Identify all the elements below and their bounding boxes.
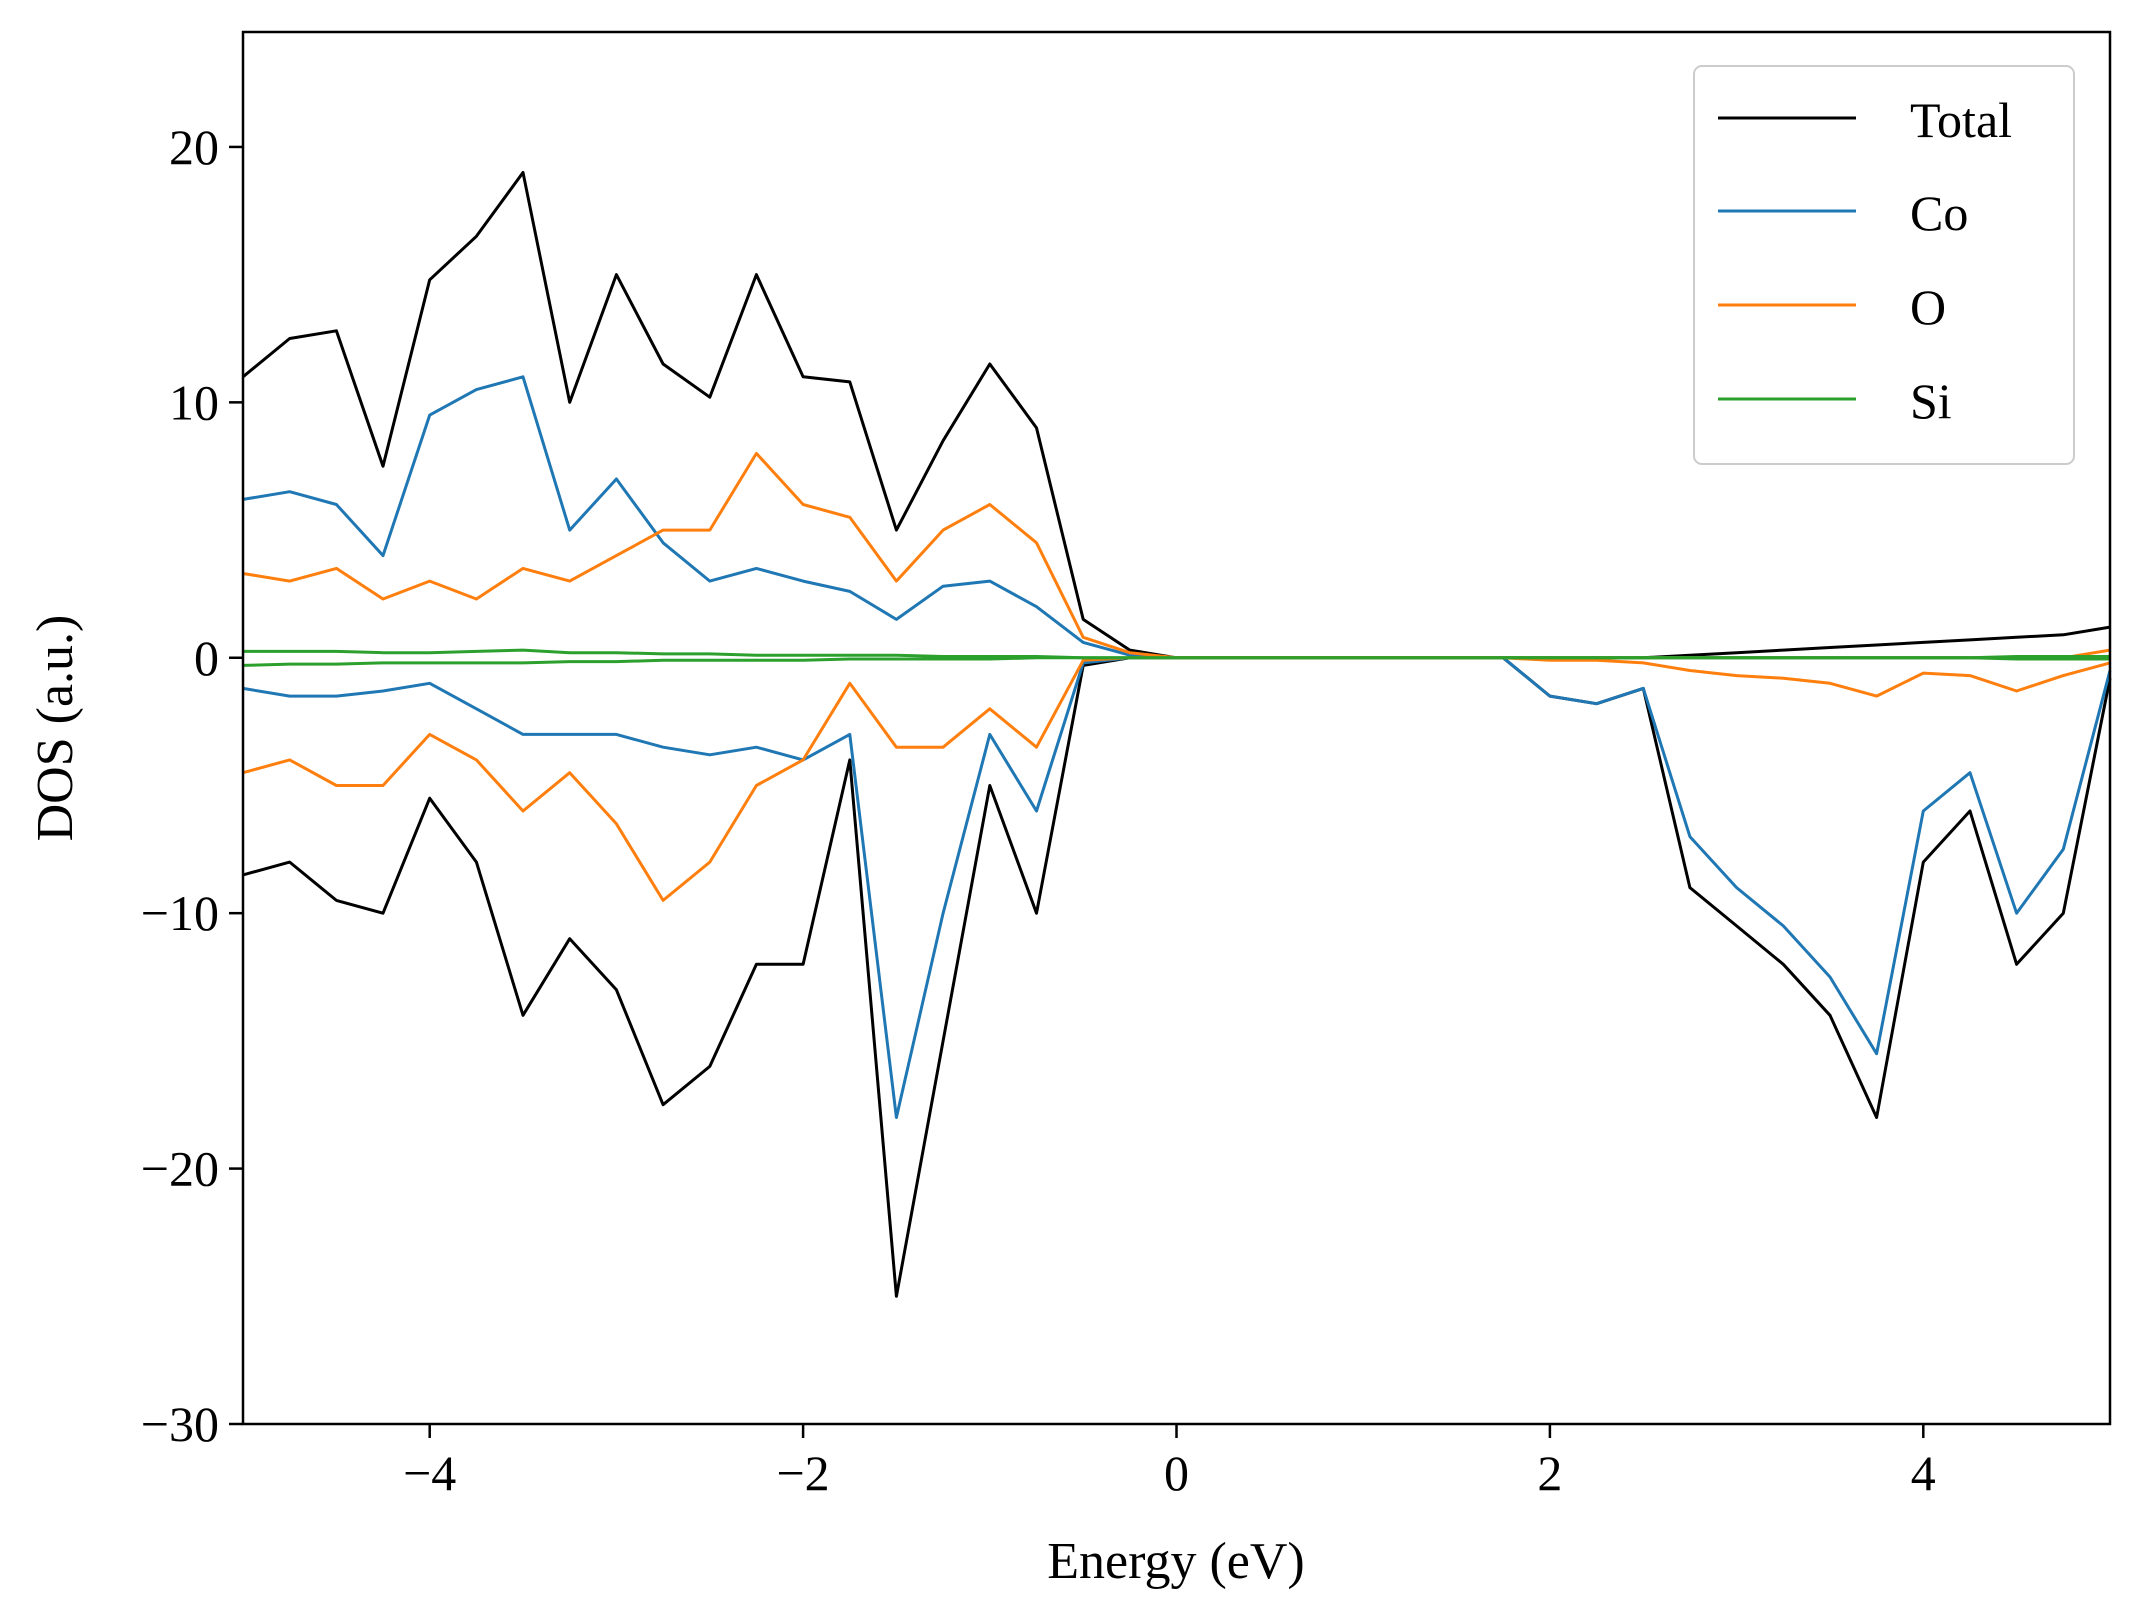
x-tick-label: 0 <box>1164 1445 1189 1501</box>
x-axis: −4 −2 0 2 4 <box>403 1424 1936 1501</box>
legend-label-total: Total <box>1910 92 2012 148</box>
x-tick-label: −4 <box>403 1445 456 1501</box>
y-tick-label: −30 <box>141 1396 219 1452</box>
legend-label-o: O <box>1910 279 1946 335</box>
legend-box <box>1693 65 2075 465</box>
series-line-si-spin-down <box>242 656 2110 667</box>
y-tick-label: 0 <box>194 630 219 686</box>
x-tick-label: −2 <box>776 1445 829 1501</box>
y-axis-label: DOS (a.u.) <box>27 615 84 842</box>
x-tick-label: 4 <box>1911 1445 1936 1501</box>
y-tick-label: 20 <box>169 119 219 175</box>
legend-label-co: Co <box>1910 185 1968 241</box>
y-axis: −30 −20 −10 0 10 20 <box>141 119 243 1452</box>
y-tick-label: −20 <box>141 1141 219 1197</box>
x-axis-label: Energy (eV) <box>1047 1533 1305 1590</box>
y-tick-label: −10 <box>141 885 219 941</box>
legend: Total Co O Si <box>1693 65 2075 465</box>
y-tick-label: 10 <box>169 374 219 430</box>
x-tick-label: 2 <box>1537 1445 1562 1501</box>
legend-label-si: Si <box>1910 373 1952 429</box>
series-layer <box>242 171 2112 1298</box>
